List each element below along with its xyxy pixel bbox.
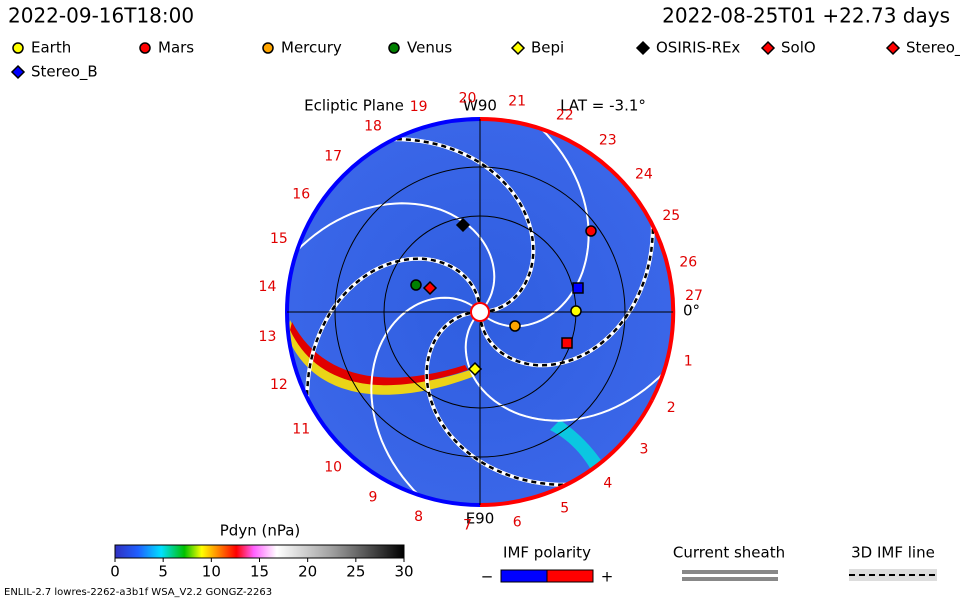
sector-label: 25	[662, 208, 680, 224]
legend-label: OSIRIS-REx	[656, 39, 740, 57]
cme-front	[287, 320, 475, 395]
sheath-line	[370, 296, 473, 504]
sector-label: 19	[410, 99, 428, 115]
marker	[467, 361, 483, 377]
marker	[139, 42, 151, 54]
marker	[410, 279, 422, 291]
sector-label: 5	[560, 500, 569, 516]
sector-label: 15	[270, 231, 288, 247]
colorbar-tick-label: 10	[202, 563, 221, 581]
colorbar-ticks: 0 5 10 15 20 25 30	[110, 558, 414, 581]
colorbar	[114, 544, 405, 559]
sector-label: 9	[369, 489, 378, 505]
sector-label: 23	[599, 132, 617, 148]
plane-label: Ecliptic Plane	[304, 97, 404, 115]
sector-label: 18	[364, 119, 382, 135]
legend: Earth Mars Mercury Venus Bepi OSIRIS-REx SolO S…	[10, 39, 960, 82]
imf-line	[305, 257, 481, 410]
marker	[262, 42, 274, 54]
rim-red	[479, 399, 654, 508]
imf-line-title: 3D IMF line	[851, 544, 935, 562]
sector-label: 4	[603, 476, 612, 492]
sector-label: 2	[667, 400, 676, 416]
sector-label: 22	[556, 108, 574, 124]
marker	[885, 40, 901, 56]
legend-label: Mercury	[281, 39, 342, 57]
sector-label: 14	[259, 279, 277, 295]
marker	[561, 337, 573, 349]
solar-wind	[287, 120, 672, 504]
marker	[572, 282, 584, 294]
footer: ENLIL-2.7 lowres-2262-a3b1f WSA_V2.2 GON…	[4, 587, 272, 598]
zero-label: 0°	[683, 302, 700, 320]
sector-label: 21	[508, 93, 526, 109]
marker	[509, 320, 521, 332]
legend-label: SolO	[781, 39, 816, 57]
sector-label: 11	[292, 422, 310, 438]
top-label: W90	[463, 97, 497, 115]
cme-core	[290, 322, 468, 386]
sector-label: 13	[259, 329, 277, 345]
sector-label: 16	[292, 186, 310, 202]
legend-label: Stereo_B	[31, 63, 98, 82]
imf-title: IMF polarity	[503, 544, 591, 562]
lat-label: LAT = -3.1°	[560, 97, 646, 115]
marker	[388, 42, 400, 54]
marker	[510, 40, 526, 56]
sector-label: 6	[513, 515, 522, 531]
date: 2022-09-16T18:00	[8, 4, 194, 28]
sector-label: 3	[639, 442, 648, 458]
ring	[334, 166, 626, 458]
legend-label: Venus	[407, 39, 452, 57]
legend-label: Stereo_	[906, 39, 960, 58]
run-info: 2022-08-25T01 +22.73 days	[662, 4, 950, 28]
sun	[470, 302, 490, 322]
plot: Ecliptic Plane W90 LAT = -3.1° E90 0° 12…	[259, 90, 703, 533]
sector-label: 24	[635, 166, 653, 182]
colorbar-tick-label: 30	[394, 563, 413, 581]
marker	[760, 40, 776, 56]
marker	[10, 64, 26, 80]
sector-label: 27	[685, 288, 703, 304]
sector-label: 12	[270, 377, 288, 393]
sector-label: 17	[324, 148, 342, 164]
sheath-line	[464, 319, 672, 422]
colorbar-tick-label: 25	[346, 563, 365, 581]
sector-label: 1	[684, 353, 693, 369]
sheath-title: Current sheath	[673, 544, 785, 562]
sector-label: 20	[459, 90, 477, 106]
colorbar-tick-label: 0	[110, 563, 120, 581]
legend-label: Mars	[158, 39, 194, 57]
marker	[635, 40, 651, 56]
marker	[570, 305, 582, 317]
imf-line	[382, 137, 535, 313]
colorbar-tick-label: 15	[250, 563, 269, 581]
imf-line	[479, 214, 655, 367]
sector-label: 26	[679, 255, 697, 271]
imf-negative	[500, 569, 548, 583]
bottom-label: E90	[466, 510, 495, 528]
marker	[455, 217, 471, 233]
sheath-sample	[682, 570, 778, 574]
marker	[585, 225, 597, 237]
sector-label: 7	[463, 518, 472, 534]
imf-minus: −	[481, 568, 494, 586]
sheath-sample	[682, 577, 778, 581]
sheath-line	[288, 202, 496, 305]
colorbar-tick-label: 20	[298, 563, 317, 581]
legend-label: Earth	[31, 39, 71, 57]
sector-label: 8	[414, 509, 423, 525]
imf-positive	[546, 569, 594, 583]
marker	[422, 280, 438, 296]
legend-label: Bepi	[531, 39, 564, 57]
colorbar-title: Pdyn (nPa)	[220, 522, 301, 540]
marker	[12, 42, 24, 54]
sector-label: 10	[324, 460, 342, 476]
colorbar-tick-label: 5	[158, 563, 168, 581]
rim-red	[479, 116, 676, 401]
imf-plus: +	[601, 568, 614, 586]
imf-line	[425, 311, 578, 487]
